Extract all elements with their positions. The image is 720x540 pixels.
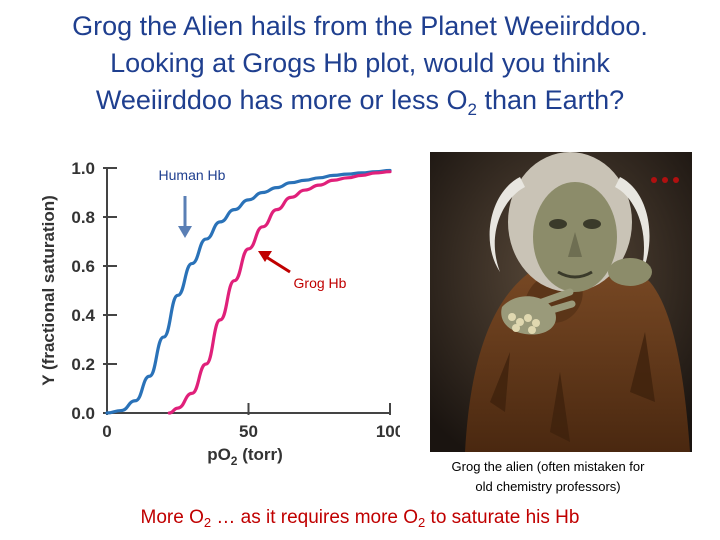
title-line-1: Grog the Alien hails from the Planet Wee… (72, 11, 648, 41)
grog-hb-curve (167, 170, 392, 415)
title-o2-subscript: 2 (467, 100, 478, 119)
y-tick-label: 0.4 (71, 306, 95, 325)
answer-o2-subscript-1: 2 (203, 515, 212, 530)
x-axis-title-main: pO (207, 445, 231, 464)
x-axis-title: pO2 (torr) (207, 445, 283, 468)
photo-caption-line-2: old chemistry professors) (475, 479, 621, 494)
y-axis-title: Y (fractional saturation) (39, 195, 58, 386)
alien-figure-icon (430, 152, 692, 452)
y-tick-label: 0.0 (71, 404, 95, 423)
chart-series (105, 168, 392, 415)
human-hb-arrowhead (178, 226, 192, 238)
x-tick-label: 0 (102, 422, 111, 441)
answer-part-1: More O (140, 507, 204, 528)
human-hb-curve (105, 168, 392, 415)
photo-caption-line-1: Grog the alien (often mistaken for (451, 459, 645, 474)
title-line-3-text: Weeiirddoo has more or less O (95, 85, 468, 115)
y-tick-label: 0.8 (71, 208, 95, 227)
x-tick-label: 100 (376, 422, 400, 441)
answer-o2-subscript-2: 2 (418, 515, 426, 530)
y-tick-label: 0.6 (71, 257, 95, 276)
title-line-2: Looking at Grogs Hb plot, would you thin… (110, 48, 610, 78)
alien-photo (430, 152, 692, 452)
y-tick-label: 0.2 (71, 355, 95, 374)
grog-hb-arrowhead (258, 251, 272, 262)
oxygen-binding-chart: Y (fractional saturation) 0.00.20.40.60.… (39, 159, 400, 468)
grog-hb-label: Grog Hb (294, 275, 347, 291)
answer-text: More O2 … as it requires more O2 to satu… (0, 507, 720, 529)
x-axis-title-sub: 2 (231, 454, 238, 468)
human-hb-label: Human Hb (159, 167, 226, 183)
x-tick-label: 50 (239, 422, 258, 441)
photo-caption: Grog the alien (often mistaken for old c… (408, 457, 688, 497)
title-line-3-end: than Earth? (477, 85, 625, 115)
answer-part-3: to saturate his Hb (425, 507, 580, 528)
x-axis-title-unit: (torr) (237, 445, 282, 464)
chart-annotations: Human Hb Grog Hb (159, 167, 347, 291)
answer-part-2: … as it requires more O (211, 507, 419, 528)
slide-title: Grog the Alien hails from the Planet Wee… (0, 8, 720, 119)
y-axis-title-text: Y (fractional saturation) (39, 195, 58, 386)
chart-ticks: 0.0 0.2 0.4 0.6 0.8 1.0 0 50 100 (71, 159, 400, 441)
title-line-3: Weeiirddoo has more or less O2 than Eart… (0, 82, 720, 119)
y-tick-label: 1.0 (71, 159, 95, 178)
